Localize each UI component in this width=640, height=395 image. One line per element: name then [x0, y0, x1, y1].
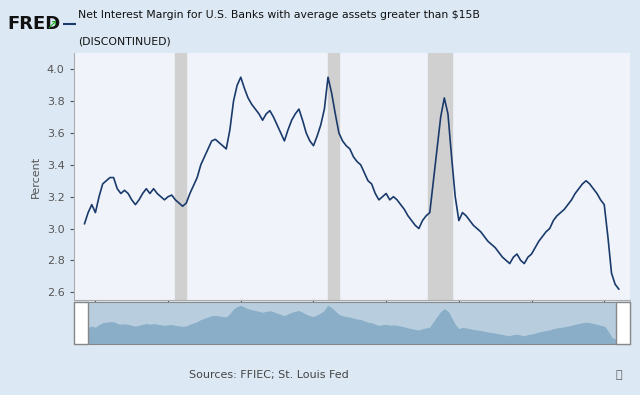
FancyBboxPatch shape	[74, 302, 88, 344]
Text: ⤢: ⤢	[616, 370, 622, 380]
Text: (DISCONTINUED): (DISCONTINUED)	[78, 37, 171, 47]
FancyBboxPatch shape	[616, 302, 630, 344]
Text: Sources: FFIEC; St. Louis Fed: Sources: FFIEC; St. Louis Fed	[189, 370, 349, 380]
Text: Net Interest Margin for U.S. Banks with average assets greater than $15B: Net Interest Margin for U.S. Banks with …	[78, 10, 480, 20]
Bar	[428, 53, 452, 300]
Y-axis label: Percent: Percent	[31, 156, 41, 198]
Text: FRED: FRED	[8, 15, 61, 33]
Bar	[175, 53, 186, 300]
Bar	[328, 53, 339, 300]
Text: ↗: ↗	[46, 19, 56, 32]
